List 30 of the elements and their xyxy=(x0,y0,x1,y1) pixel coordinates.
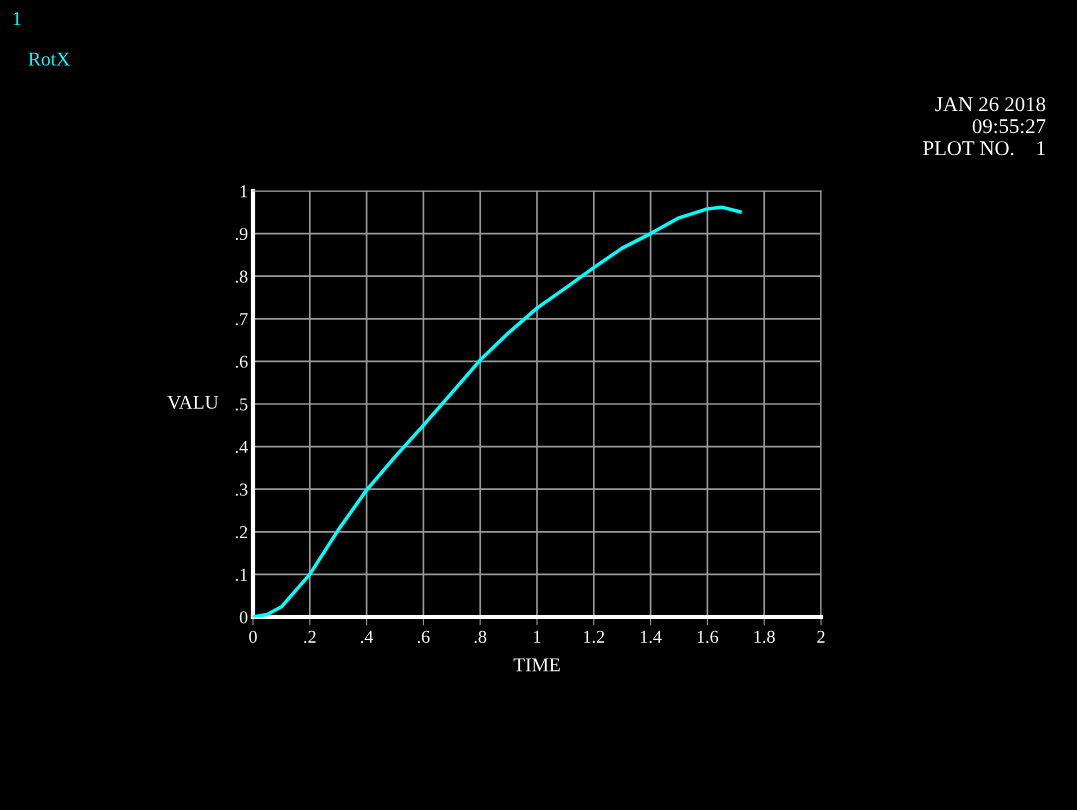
x-tick-label: 2 xyxy=(817,630,825,643)
text: RotX xyxy=(28,52,70,66)
y-tick-label: .4 xyxy=(235,440,248,454)
y-axis-title: VALU xyxy=(167,395,219,409)
text: PLOT NO. 1 xyxy=(923,141,1045,156)
x-tick-label: 1.8 xyxy=(754,630,775,643)
y-tick-label: .8 xyxy=(235,270,248,283)
text: 1 xyxy=(13,12,21,25)
text: JAN 26 2018 xyxy=(935,97,1046,112)
y-tick-label: .9 xyxy=(235,227,248,241)
x-tick-label: 1.4 xyxy=(640,630,662,643)
x-tick-label: .6 xyxy=(417,630,430,643)
y-tick-label: .6 xyxy=(235,355,248,368)
line-series xyxy=(253,205,742,617)
text: 09:55:27 xyxy=(972,119,1046,134)
y-tick-label: .1 xyxy=(235,568,248,581)
y-tick-label: .2 xyxy=(235,526,248,539)
x-axis-title: TIME xyxy=(513,658,560,672)
x-tick-label: .8 xyxy=(474,630,487,643)
y-tick-label: .3 xyxy=(235,483,248,496)
x-tick-label: 1 xyxy=(534,630,541,643)
x-tick-label: 0 xyxy=(249,630,257,643)
y-tick-label: .7 xyxy=(235,313,248,326)
y-tick-label: 1 xyxy=(240,185,248,198)
x-tick-label: 1.2 xyxy=(584,630,605,643)
y-tick-label: .5 xyxy=(235,398,248,411)
x-tick-label: 1.6 xyxy=(697,630,719,643)
x-tick-label: .2 xyxy=(304,630,316,643)
y-tick-label: 0 xyxy=(239,611,248,624)
x-tick-label: .4 xyxy=(361,630,374,643)
